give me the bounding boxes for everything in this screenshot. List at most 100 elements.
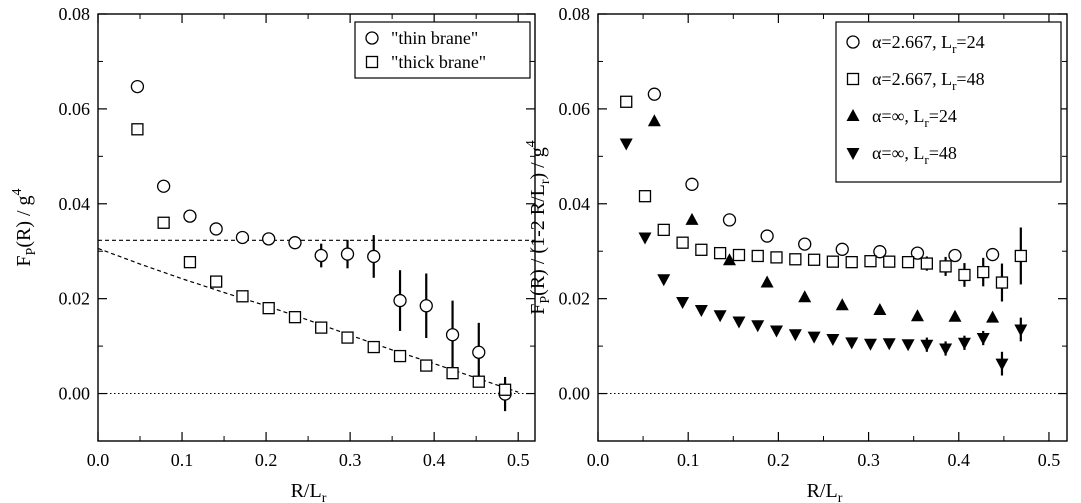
x-tick-label: 0.2 — [255, 450, 278, 470]
data-point-triangle-down — [657, 274, 671, 287]
x-tick-label: 0.3 — [339, 450, 362, 470]
y-tick-label: 0.08 — [559, 4, 591, 24]
data-point-square — [958, 268, 971, 282]
data-point-square — [845, 255, 858, 269]
data-point-square — [236, 290, 249, 303]
data-point-square — [901, 255, 915, 269]
data-point-square — [210, 275, 223, 288]
data-point-square — [657, 223, 670, 237]
legend-item-1: α=2.667, Lr=24 — [846, 32, 985, 56]
data-point-triangle-up — [685, 212, 699, 225]
legend-label: "thin brane" — [391, 28, 478, 48]
data-point-circle — [235, 230, 250, 245]
data-point-square — [770, 251, 783, 264]
x-axis-label: R/Lr — [807, 480, 843, 503]
legend-label-sub: r — [924, 115, 929, 130]
legend-label-main: α=∞, L — [872, 143, 924, 163]
x-tick-label: 0.5 — [1038, 450, 1061, 470]
data-point-triangle-down — [769, 325, 783, 338]
legend-label: "thick brane" — [391, 52, 486, 72]
data-point-triangle-up — [723, 253, 737, 266]
x-axis-label-main: R/L — [807, 480, 838, 502]
y-axis-label-sub: r — [538, 179, 553, 184]
data-point-triangle-down — [976, 333, 990, 346]
series-2 — [131, 123, 512, 396]
legend-box — [835, 21, 1062, 183]
legend-label-main: α=2.667, L — [872, 69, 952, 89]
x-axis-label-sub: r — [322, 491, 327, 503]
y-tick-label: 0.06 — [559, 99, 591, 119]
legend-label-sub: r — [952, 41, 957, 56]
y-axis-label-sup: 4 — [10, 188, 25, 195]
legend-label-main: α=2.667, L — [872, 32, 952, 52]
y-tick-label: 0.02 — [59, 289, 91, 309]
data-point-triangle-down — [732, 316, 746, 329]
data-point-square — [341, 331, 354, 344]
y-tick-label: 0.04 — [559, 194, 591, 214]
data-point-triangle-down — [845, 337, 859, 350]
data-point-circle — [262, 232, 276, 246]
data-point-circle — [367, 249, 381, 264]
data-point-triangle-down — [901, 339, 915, 352]
plot-frame — [597, 13, 1068, 442]
y-axis-label-part: (R) / g — [13, 195, 35, 247]
data-point-circle — [985, 247, 1000, 262]
data-point-square — [131, 123, 144, 136]
data-point-circle — [873, 245, 887, 259]
data-point-circle — [209, 222, 223, 236]
legend-label-tail: =48 — [929, 143, 957, 163]
legend: "thin brane" "thick brane" — [354, 21, 531, 79]
data-point-triangle-up — [948, 309, 962, 322]
legend-label-sub: r — [924, 152, 929, 167]
series-3 — [647, 114, 1000, 323]
data-point-square — [498, 383, 512, 396]
data-point-square — [367, 340, 380, 354]
legend-label: α=2.667, Lr=24 — [872, 32, 985, 56]
legend-label-tail: =24 — [929, 106, 957, 126]
x-tick-label: 0.3 — [857, 450, 880, 470]
data-point-square — [826, 255, 840, 268]
legend-box — [354, 21, 531, 79]
legend-marker-triangle-up — [846, 109, 860, 121]
data-point-circle — [393, 293, 407, 308]
data-point-triangle-up — [910, 309, 924, 322]
x-axis-label-sub: r — [838, 491, 843, 503]
data-point-square — [807, 253, 821, 266]
y-tick-label: 0.00 — [559, 384, 591, 404]
data-point-square — [446, 367, 459, 380]
data-point-circle — [340, 247, 355, 261]
legend-item-2: α=2.667, Lr=48 — [846, 69, 985, 93]
data-point-triangle-up — [986, 310, 1000, 323]
data-point-circle — [910, 246, 925, 260]
chart-panel-1: 0.0 0.1 0.2 0.3 0.4 0.5 0.00 0.02 0.04 0.06 0.08 R/… — [10, 4, 536, 503]
data-point-square — [939, 260, 952, 273]
y-tick-label: 0.04 — [59, 194, 91, 214]
data-point-triangle-down — [788, 329, 802, 342]
data-point-triangle-down — [751, 320, 765, 333]
legend: α=2.667, Lr=24α=2.667, Lr=48α=∞, Lr=24α=… — [835, 21, 1062, 183]
legend-label-tail: =48 — [956, 69, 984, 89]
data-point-circle — [183, 209, 197, 223]
data-point-circle — [472, 345, 486, 359]
data-point-circle — [314, 248, 328, 263]
data-point-circle — [647, 87, 662, 101]
data-point-circle — [835, 242, 849, 256]
data-point-square — [695, 243, 708, 256]
data-point-triangle-down — [826, 333, 840, 346]
data-point-triangle-down — [995, 358, 1009, 371]
data-point-square — [789, 253, 802, 266]
x-tick-label: 0.0 — [87, 450, 110, 470]
legend-label: α=∞, Lr=24 — [872, 106, 957, 130]
data-point-square — [315, 321, 328, 334]
series-2 — [620, 95, 1027, 302]
x-tick-label: 0.2 — [767, 450, 790, 470]
chart-panel-2: 0.0 0.1 0.2 0.3 0.4 0.5 0.00 0.02 0.04 0.06 0.08 R/… — [524, 4, 1068, 503]
data-point-square — [864, 255, 877, 268]
legend-label-main: α=∞, L — [872, 106, 924, 126]
data-point-square — [713, 246, 727, 260]
data-point-triangle-down — [638, 232, 652, 245]
legend-label-tail: =24 — [956, 32, 984, 52]
data-point-square — [732, 248, 746, 262]
y-axis-label-part: ) / g — [527, 147, 549, 179]
